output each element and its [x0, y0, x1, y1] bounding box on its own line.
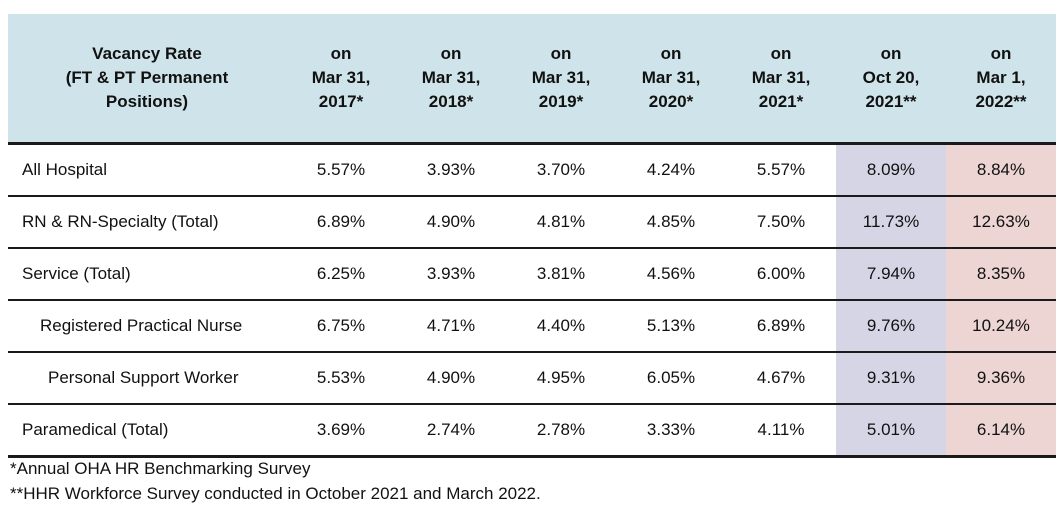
table-cell: 8.09%	[836, 143, 946, 197]
header-line: on	[990, 44, 1012, 63]
vacancy-rate-table: Vacancy Rate (FT & PT Permanent Position…	[8, 14, 1056, 458]
table-cell: 7.94%	[836, 248, 946, 301]
header-line: Mar 31,	[311, 68, 371, 87]
table-row: Personal Support Worker 5.53% 4.90% 4.95…	[8, 352, 1056, 405]
table-cell: 6.89%	[286, 196, 396, 249]
header-line: Mar 31,	[641, 68, 701, 87]
table-cell: 4.95%	[506, 352, 616, 405]
header-col-2020: on Mar 31, 2020*	[616, 14, 726, 145]
table-cell: 8.84%	[946, 143, 1056, 197]
table-cell: 6.25%	[286, 248, 396, 301]
table-cell: 5.01%	[836, 404, 946, 458]
header-line: Oct 20,	[862, 68, 920, 87]
vacancy-rate-table-container: Vacancy Rate (FT & PT Permanent Position…	[8, 14, 1056, 458]
table-cell: 4.85%	[616, 196, 726, 249]
table-cell: 3.93%	[396, 248, 506, 301]
header-line: on	[770, 44, 792, 63]
table-cell: 6.75%	[286, 300, 396, 353]
header-label-cell: Vacancy Rate (FT & PT Permanent Position…	[8, 14, 286, 145]
table-cell: 3.81%	[506, 248, 616, 301]
header-col-2018: on Mar 31, 2018*	[396, 14, 506, 145]
header-line: 2021*	[758, 92, 804, 111]
header-line: 2018*	[428, 92, 474, 111]
table-cell: 9.76%	[836, 300, 946, 353]
table-cell: 6.89%	[726, 300, 836, 353]
footnotes: *Annual OHA HR Benchmarking Survey **HHR…	[10, 456, 541, 506]
header-line: Mar 31,	[421, 68, 481, 87]
header-line: on	[550, 44, 572, 63]
row-label: Personal Support Worker	[8, 352, 286, 405]
table-cell: 4.24%	[616, 143, 726, 197]
table-cell: 10.24%	[946, 300, 1056, 353]
table-row: All Hospital 5.57% 3.93% 3.70% 4.24% 5.5…	[8, 143, 1056, 197]
table-cell: 3.33%	[616, 404, 726, 458]
header-label-line: (FT & PT Permanent	[65, 68, 229, 87]
header-line: Mar 31,	[531, 68, 591, 87]
table-cell: 3.69%	[286, 404, 396, 458]
table-cell: 6.00%	[726, 248, 836, 301]
header-label-line: Vacancy Rate	[92, 44, 202, 63]
header-line: 2017*	[318, 92, 364, 111]
header-line: 2020*	[648, 92, 694, 111]
table-cell: 7.50%	[726, 196, 836, 249]
table-cell: 4.67%	[726, 352, 836, 405]
header-line: Mar 31,	[751, 68, 811, 87]
table-cell: 2.78%	[506, 404, 616, 458]
header-line: on	[660, 44, 682, 63]
table-cell: 5.57%	[726, 143, 836, 197]
table-cell: 4.71%	[396, 300, 506, 353]
table-cell: 4.11%	[726, 404, 836, 458]
table-cell: 4.40%	[506, 300, 616, 353]
table-cell: 2.74%	[396, 404, 506, 458]
row-label: All Hospital	[8, 143, 286, 197]
table-cell: 12.63%	[946, 196, 1056, 249]
table-cell: 5.13%	[616, 300, 726, 353]
table-cell: 9.31%	[836, 352, 946, 405]
header-line: 2019*	[538, 92, 584, 111]
header-label-line: Positions)	[105, 92, 189, 111]
table-cell: 5.57%	[286, 143, 396, 197]
table-cell: 11.73%	[836, 196, 946, 249]
table-cell: 3.93%	[396, 143, 506, 197]
table-cell: 4.90%	[396, 352, 506, 405]
table-header-row: Vacancy Rate (FT & PT Permanent Position…	[8, 14, 1056, 145]
header-line: on	[330, 44, 352, 63]
footnote-oha-survey: *Annual OHA HR Benchmarking Survey	[10, 459, 311, 478]
header-line: 2021**	[865, 92, 917, 111]
table-cell: 9.36%	[946, 352, 1056, 405]
header-col-2021: on Mar 31, 2021*	[726, 14, 836, 145]
table-cell: 4.81%	[506, 196, 616, 249]
row-label: Service (Total)	[8, 248, 286, 301]
table-row: Service (Total) 6.25% 3.93% 3.81% 4.56% …	[8, 248, 1056, 301]
table-row: Paramedical (Total) 3.69% 2.74% 2.78% 3.…	[8, 404, 1056, 458]
header-line: on	[440, 44, 462, 63]
table-cell: 6.14%	[946, 404, 1056, 458]
footnote-hhr-survey: **HHR Workforce Survey conducted in Octo…	[10, 484, 541, 503]
table-cell: 4.56%	[616, 248, 726, 301]
header-col-2017: on Mar 31, 2017*	[286, 14, 396, 145]
header-col-oct-2021: on Oct 20, 2021**	[836, 14, 946, 145]
header-col-mar-2022: on Mar 1, 2022**	[946, 14, 1056, 145]
table-cell: 5.53%	[286, 352, 396, 405]
header-line: on	[880, 44, 902, 63]
table-row: Registered Practical Nurse 6.75% 4.71% 4…	[8, 300, 1056, 353]
table-cell: 8.35%	[946, 248, 1056, 301]
table-cell: 4.90%	[396, 196, 506, 249]
row-label: Paramedical (Total)	[8, 404, 286, 458]
header-line: 2022**	[975, 92, 1027, 111]
header-col-2019: on Mar 31, 2019*	[506, 14, 616, 145]
row-label: Registered Practical Nurse	[8, 300, 286, 353]
table-cell: 6.05%	[616, 352, 726, 405]
header-line: Mar 1,	[976, 68, 1026, 87]
table-cell: 3.70%	[506, 143, 616, 197]
table-row: RN & RN-Specialty (Total) 6.89% 4.90% 4.…	[8, 196, 1056, 249]
row-label: RN & RN-Specialty (Total)	[8, 196, 286, 249]
